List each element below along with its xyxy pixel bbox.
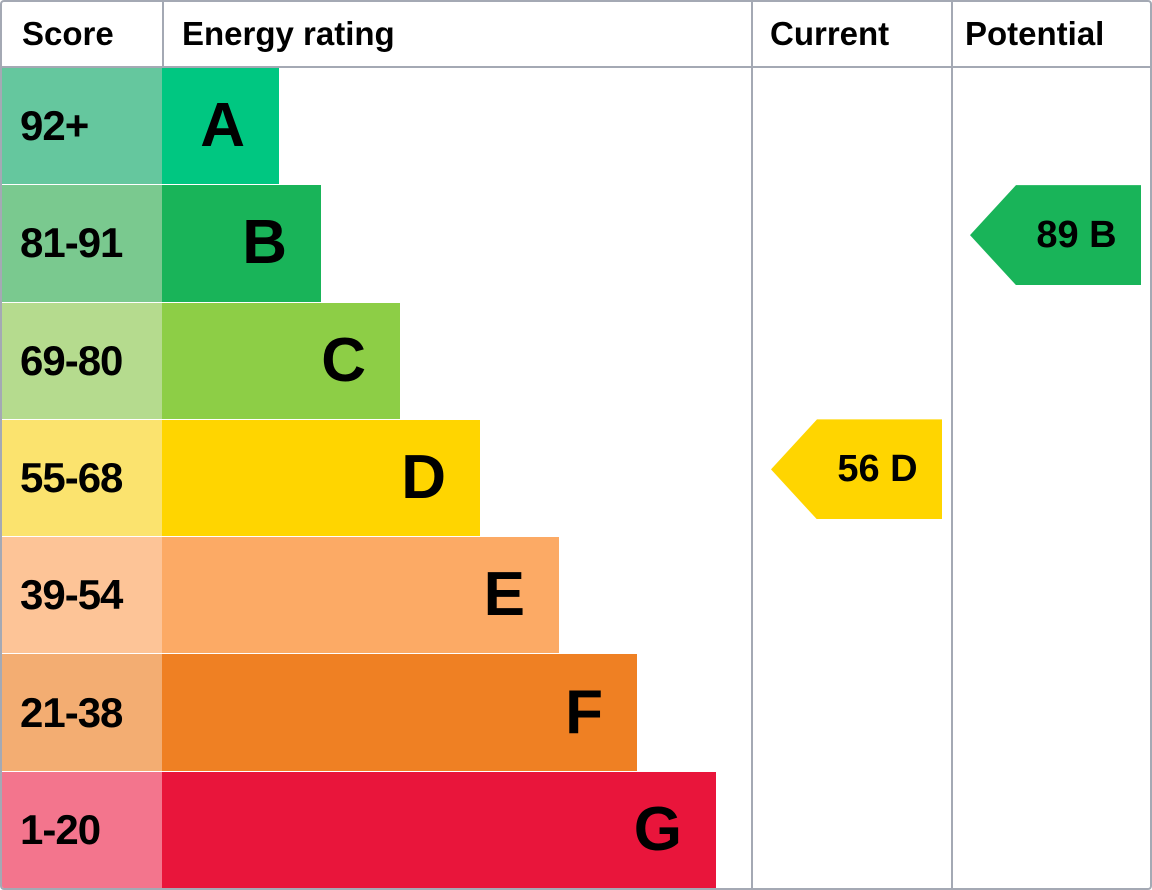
band-letter: C	[321, 325, 366, 395]
band-letter: F	[565, 677, 603, 747]
band-letter: B	[242, 208, 287, 278]
band-letter: E	[483, 560, 525, 630]
rating-bands: 92+ A 81-91 B 69-80 C 55-68 D	[2, 68, 751, 888]
band-score-cell: 1-20	[2, 771, 162, 888]
band-row-a: 92+ A	[2, 68, 751, 185]
band-score-cell: 69-80	[2, 302, 162, 419]
band-bar: D	[162, 419, 480, 537]
band-row-d: 55-68 D	[2, 418, 751, 537]
band-letter: D	[401, 442, 446, 512]
band-bar: B	[162, 185, 321, 302]
current-column-body: 56 D	[753, 68, 951, 888]
rating-section: Score Energy rating 92+ A 81-91 B 69-80 …	[2, 2, 751, 888]
potential-column: Potential 89 B	[951, 2, 1150, 888]
band-score-cell: 92+	[2, 68, 162, 185]
potential-rating-arrow: 89 B	[970, 185, 1141, 286]
band-row-g: 1-20 G	[2, 770, 751, 888]
current-rating-label: 56 D	[837, 447, 918, 490]
band-score-cell: 21-38	[2, 654, 162, 771]
band-bar: G	[162, 771, 716, 888]
band-score-cell: 39-54	[2, 537, 162, 654]
energy-rating-column-header: Energy rating	[182, 15, 395, 52]
band-row-e: 39-54 E	[2, 536, 751, 654]
band-row-c: 69-80 C	[2, 301, 751, 419]
left-header-row: Score Energy rating	[2, 2, 751, 68]
band-bar: E	[162, 537, 559, 654]
band-bar: A	[162, 68, 279, 185]
band-letter: A	[200, 91, 245, 161]
band-score-cell: 55-68	[2, 419, 162, 537]
potential-rating-label: 89 B	[1036, 213, 1117, 256]
band-row-b: 81-91 B	[2, 184, 751, 302]
potential-column-header: Potential	[953, 2, 1150, 68]
band-bar: C	[162, 302, 400, 419]
current-column: Current 56 D	[751, 2, 951, 888]
band-row-f: 21-38 F	[2, 653, 751, 771]
band-letter: G	[633, 794, 682, 864]
current-rating-arrow: 56 D	[771, 419, 942, 520]
potential-column-body: 89 B	[953, 68, 1150, 888]
band-bar: F	[162, 654, 637, 771]
band-score-cell: 81-91	[2, 185, 162, 302]
current-column-header: Current	[753, 2, 951, 68]
score-column-header: Score	[2, 2, 164, 66]
